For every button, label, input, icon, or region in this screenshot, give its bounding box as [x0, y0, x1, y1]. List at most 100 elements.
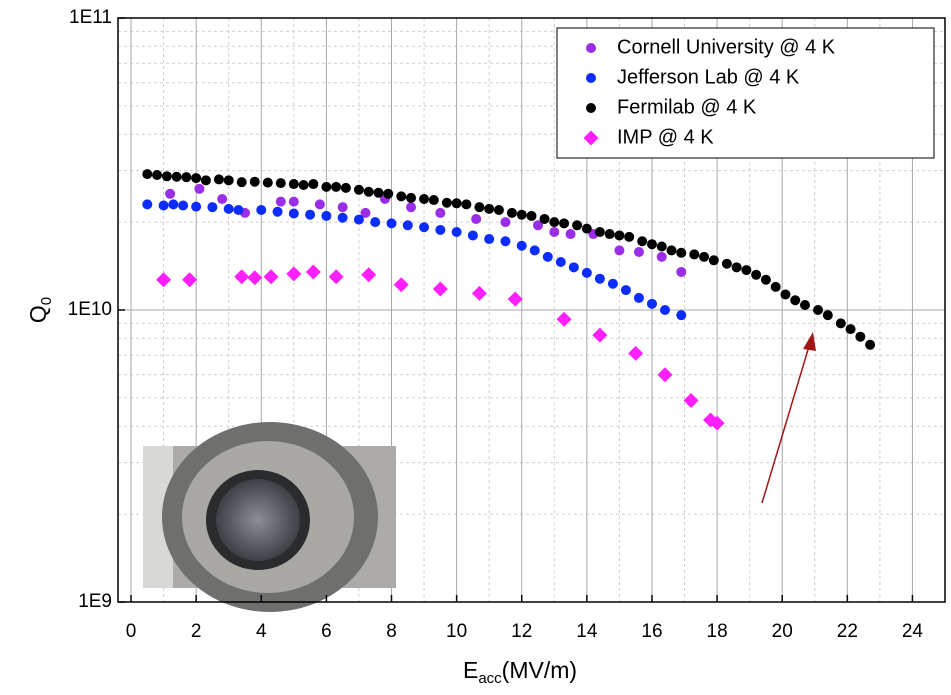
- data-point: [288, 208, 299, 219]
- data-point: [247, 270, 263, 286]
- data-point: [656, 251, 667, 262]
- data-point: [500, 236, 511, 247]
- data-point: [586, 103, 596, 113]
- data-point: [337, 202, 348, 213]
- data-point: [556, 311, 572, 327]
- inset-photo: [143, 422, 396, 612]
- data-point: [516, 209, 527, 220]
- data-point: [256, 205, 267, 216]
- data-point: [624, 231, 635, 242]
- data-point: [709, 415, 725, 431]
- data-point: [583, 130, 599, 146]
- data-point: [321, 181, 332, 192]
- data-point: [614, 230, 625, 241]
- x-tick-label: 6: [321, 621, 332, 642]
- x-tick-label: 16: [641, 621, 662, 642]
- data-point: [142, 199, 153, 210]
- data-point: [689, 249, 700, 260]
- data-point: [581, 223, 592, 234]
- data-point: [516, 240, 527, 251]
- data-point: [432, 281, 448, 297]
- data-point: [373, 187, 384, 198]
- marks: [142, 169, 876, 431]
- data-point: [191, 201, 202, 212]
- y-label-sub: 0: [38, 297, 55, 305]
- data-point: [402, 220, 413, 231]
- data-point: [500, 217, 511, 228]
- x-label-sub: acc: [478, 670, 502, 687]
- data-point: [419, 222, 430, 233]
- x-tick-label: 8: [386, 621, 397, 642]
- data-point: [614, 245, 625, 256]
- data-point: [275, 196, 286, 207]
- data-point: [337, 212, 348, 223]
- data-point: [161, 171, 172, 182]
- data-point: [586, 43, 596, 53]
- data-point: [194, 183, 205, 194]
- data-point: [305, 264, 321, 280]
- y-tick-label: 1E10: [68, 299, 112, 320]
- data-point: [435, 224, 446, 235]
- legend-label: Cornell University @ 4 K: [617, 36, 836, 58]
- data-point: [428, 195, 439, 206]
- data-point: [637, 236, 648, 247]
- data-point: [451, 226, 462, 237]
- data-point: [813, 305, 824, 315]
- data-point: [586, 73, 596, 83]
- data-point: [435, 207, 446, 218]
- data-point: [383, 188, 394, 199]
- data-point: [549, 226, 560, 237]
- data-point: [275, 178, 286, 189]
- data-point: [790, 295, 801, 306]
- data-point: [760, 274, 771, 285]
- data-point: [288, 179, 299, 190]
- legend-swatch: [586, 43, 596, 53]
- data-point: [565, 229, 576, 240]
- x-label-rest: (MV/m): [502, 657, 577, 683]
- data-point: [699, 251, 710, 262]
- data-point: [646, 298, 657, 309]
- data-point: [393, 277, 409, 293]
- data-point: [666, 245, 677, 256]
- data-point: [506, 207, 517, 218]
- data-point: [171, 171, 182, 182]
- data-point: [594, 226, 605, 237]
- x-tick-label: 12: [511, 621, 532, 642]
- data-point: [451, 198, 462, 209]
- data-point: [484, 203, 495, 214]
- x-tick-label: 20: [772, 621, 793, 642]
- data-point: [533, 220, 544, 231]
- x-tick-label: 24: [902, 621, 924, 642]
- data-point: [467, 230, 478, 241]
- data-point: [484, 234, 495, 245]
- data-point: [676, 310, 687, 321]
- x-axis-label: Eacc(MV/m): [463, 657, 577, 687]
- data-point: [152, 169, 163, 180]
- data-point: [178, 200, 189, 211]
- data-point: [721, 258, 732, 269]
- data-point: [200, 175, 211, 186]
- data-point: [181, 172, 192, 183]
- data-point: [628, 345, 644, 361]
- data-point: [213, 174, 224, 185]
- data-point: [360, 207, 371, 218]
- data-point: [656, 241, 667, 252]
- data-point: [604, 229, 615, 240]
- data-point: [471, 213, 482, 224]
- data-point: [770, 281, 781, 292]
- data-point: [191, 173, 202, 184]
- data-point: [539, 213, 550, 224]
- data-point: [607, 278, 618, 289]
- data-point: [461, 199, 472, 210]
- data-point: [249, 176, 260, 187]
- data-point: [633, 292, 644, 303]
- data-point: [657, 367, 673, 383]
- data-point: [676, 266, 687, 277]
- data-point: [594, 273, 605, 284]
- data-point: [493, 205, 504, 216]
- y-tick-label: 1E9: [78, 591, 112, 612]
- data-point: [855, 331, 866, 342]
- legend: Cornell University @ 4 K Jefferson Lab @ …: [556, 27, 935, 159]
- data-point: [353, 214, 364, 225]
